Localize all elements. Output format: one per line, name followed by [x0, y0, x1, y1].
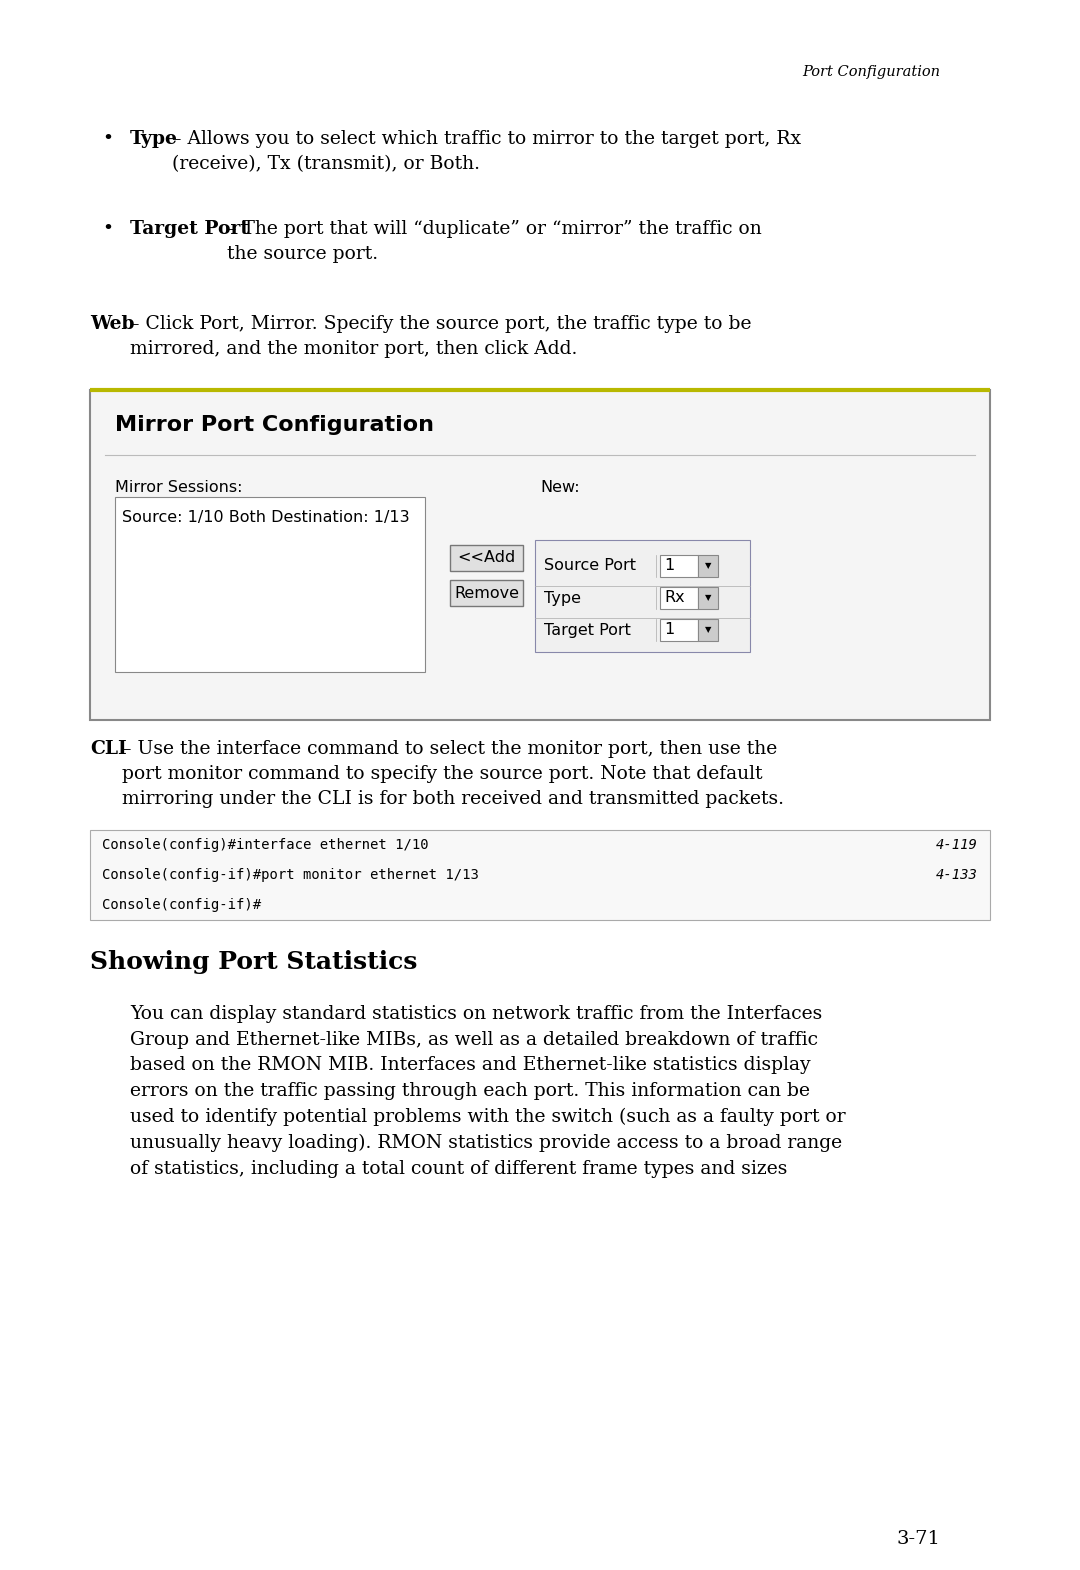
Bar: [698, 556, 718, 578]
Text: <<Add: <<Add: [457, 551, 515, 565]
Text: Mirror Port Configuration: Mirror Port Configuration: [114, 414, 434, 435]
Text: Target Port: Target Port: [130, 220, 249, 239]
Bar: [660, 587, 698, 609]
Text: CLI: CLI: [90, 739, 126, 758]
Text: You can display standard statistics on network traffic from the Interfaces
Group: You can display standard statistics on n…: [130, 1005, 846, 1178]
Text: •: •: [102, 130, 113, 148]
Text: Mirror Sessions:: Mirror Sessions:: [114, 480, 243, 495]
Text: – Allows you to select which traffic to mirror to the target port, Rx
(receive),: – Allows you to select which traffic to …: [172, 130, 801, 173]
Text: Console(config-if)#: Console(config-if)#: [102, 898, 261, 912]
Text: ▼: ▼: [705, 625, 712, 634]
Text: – Use the interface command to select the monitor port, then use the
port monito: – Use the interface command to select th…: [122, 739, 784, 809]
Text: Console(config-if)#port monitor ethernet 1/13: Console(config-if)#port monitor ethernet…: [102, 868, 478, 882]
Bar: [450, 545, 523, 571]
Bar: [698, 619, 718, 641]
Text: New:: New:: [540, 480, 580, 495]
Text: 4-119: 4-119: [936, 838, 978, 853]
Bar: [450, 579, 523, 606]
Text: 4-133: 4-133: [936, 868, 978, 882]
Text: Type: Type: [130, 130, 178, 148]
Bar: [90, 831, 990, 920]
Text: 1: 1: [664, 559, 674, 573]
Text: ▼: ▼: [705, 562, 712, 570]
Bar: [535, 540, 750, 652]
Text: – Click Port, Mirror. Specify the source port, the traffic type to be
mirrored, : – Click Port, Mirror. Specify the source…: [130, 316, 752, 358]
Text: Port Configuration: Port Configuration: [802, 64, 940, 78]
Bar: [90, 389, 990, 721]
Text: Source: 1/10 Both Destination: 1/13: Source: 1/10 Both Destination: 1/13: [122, 510, 409, 524]
Bar: [660, 619, 698, 641]
Text: •: •: [102, 220, 113, 239]
Bar: [114, 498, 426, 672]
Text: Rx: Rx: [664, 590, 685, 606]
Bar: [698, 587, 718, 609]
Text: Showing Port Statistics: Showing Port Statistics: [90, 950, 417, 973]
Text: Web: Web: [90, 316, 135, 333]
Text: Target Port: Target Port: [544, 622, 631, 637]
Text: Remove: Remove: [454, 586, 519, 600]
Bar: [660, 556, 698, 578]
Text: – The port that will “duplicate” or “mirror” the traffic on
the source port.: – The port that will “duplicate” or “mir…: [227, 220, 761, 264]
Text: ▼: ▼: [705, 593, 712, 603]
Text: 1: 1: [664, 622, 674, 637]
Text: Source Port: Source Port: [544, 559, 636, 573]
Text: Type: Type: [544, 590, 581, 606]
Text: 3-71: 3-71: [896, 1531, 940, 1548]
Text: Console(config)#interface ethernet 1/10: Console(config)#interface ethernet 1/10: [102, 838, 429, 853]
